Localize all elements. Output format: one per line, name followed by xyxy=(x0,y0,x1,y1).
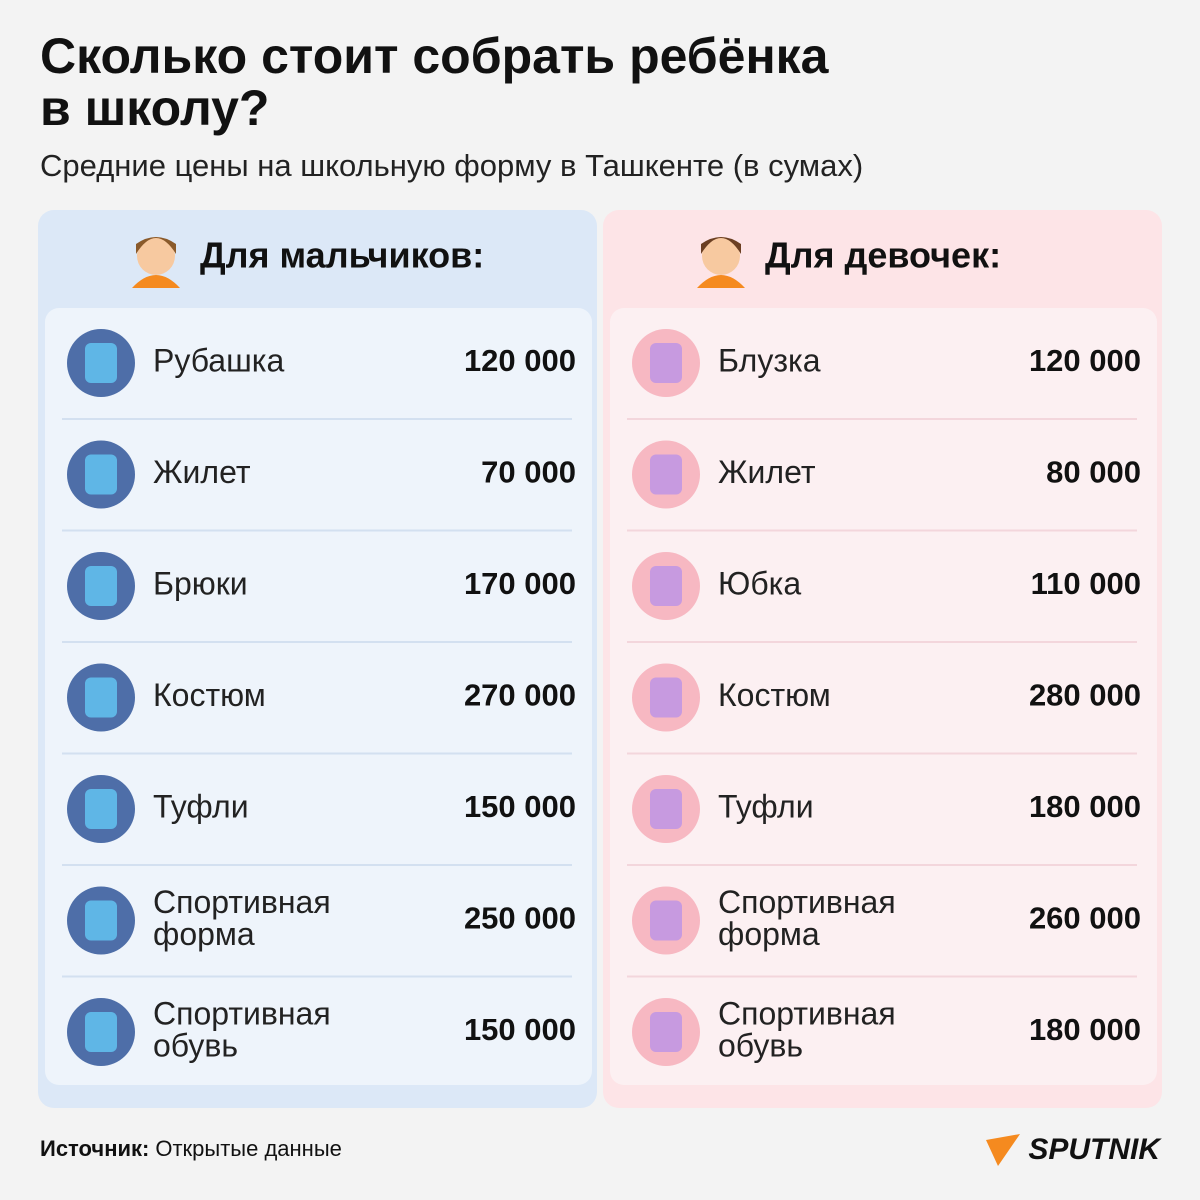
avatar-head xyxy=(137,237,175,275)
avatar-head xyxy=(702,237,740,275)
item-price: 270 000 xyxy=(464,678,576,713)
item-icon-shape xyxy=(85,900,117,941)
item-price: 110 000 xyxy=(1031,566,1141,601)
item-price: 120 000 xyxy=(1029,343,1141,378)
source: Источник: Открытые данные xyxy=(40,1136,342,1161)
item-name: Блузка xyxy=(718,342,821,378)
item-icon-shape xyxy=(650,1012,682,1052)
item-price: 180 000 xyxy=(1029,789,1141,824)
item-icon-shape xyxy=(85,677,117,718)
item-icon-shape xyxy=(85,789,117,829)
item-icon-shape xyxy=(650,677,682,718)
item-name: обувь xyxy=(718,1027,803,1063)
item-name: Спортивная xyxy=(153,995,331,1031)
panel-card xyxy=(45,308,592,1085)
item-name: Жилет xyxy=(153,454,251,490)
avatar-hair xyxy=(701,237,741,254)
item-icon-shape xyxy=(650,343,682,383)
item-name: обувь xyxy=(153,1027,238,1063)
item-name: Жилет xyxy=(718,454,816,490)
item-name: Костюм xyxy=(718,677,831,713)
logo: SPUTNIK xyxy=(1028,1133,1162,1166)
subtitle: Средние цены на школьную форму в Ташкент… xyxy=(40,148,863,183)
item-name: Юбка xyxy=(718,565,801,601)
item-price: 120 000 xyxy=(464,343,576,378)
item-icon-shape xyxy=(650,566,682,606)
logo-icon xyxy=(986,1134,1020,1166)
item-price: 180 000 xyxy=(1029,1012,1141,1047)
item-name: Туфли xyxy=(718,788,814,824)
item-name: форма xyxy=(153,916,255,952)
source-text: Открытые данные xyxy=(155,1136,342,1161)
item-name: Рубашка xyxy=(153,342,284,378)
item-name: Спортивная xyxy=(718,995,896,1031)
item-price: 80 000 xyxy=(1046,455,1141,490)
item-icon-shape xyxy=(650,900,682,941)
source-label: Источник: xyxy=(40,1136,149,1161)
item-name: форма xyxy=(718,916,820,952)
item-price: 150 000 xyxy=(464,1012,576,1047)
item-icon-shape xyxy=(85,566,117,606)
avatar-body xyxy=(697,275,745,288)
title-line: Сколько стоит собрать ребёнка xyxy=(40,28,830,84)
panel-card xyxy=(610,308,1157,1085)
item-icon-shape xyxy=(650,454,682,495)
item-price: 70 000 xyxy=(481,455,576,490)
panels: Для мальчиков: Рубашка 120 000 Жилет 70 000 Б… xyxy=(38,210,1162,1108)
panel-title: Для мальчиков: xyxy=(200,235,484,276)
item-icon-shape xyxy=(85,343,117,383)
item-icon-shape xyxy=(85,454,117,495)
item-name: Спортивная xyxy=(153,884,331,920)
item-icon-shape xyxy=(85,1012,117,1052)
item-name: Брюки xyxy=(153,565,248,601)
item-name: Спортивная xyxy=(718,884,896,920)
item-price: 260 000 xyxy=(1029,901,1141,936)
item-price: 280 000 xyxy=(1029,678,1141,713)
item-icon-shape xyxy=(650,789,682,829)
item-price: 150 000 xyxy=(464,789,576,824)
item-name: Костюм xyxy=(153,677,266,713)
title-line: в школу? xyxy=(40,80,269,136)
panel-title: Для девочек: xyxy=(765,235,1001,276)
item-price: 170 000 xyxy=(464,566,576,601)
item-name: Туфли xyxy=(153,788,249,824)
item-price: 250 000 xyxy=(464,901,576,936)
avatar-hair xyxy=(136,237,176,254)
avatar-body xyxy=(132,275,180,288)
